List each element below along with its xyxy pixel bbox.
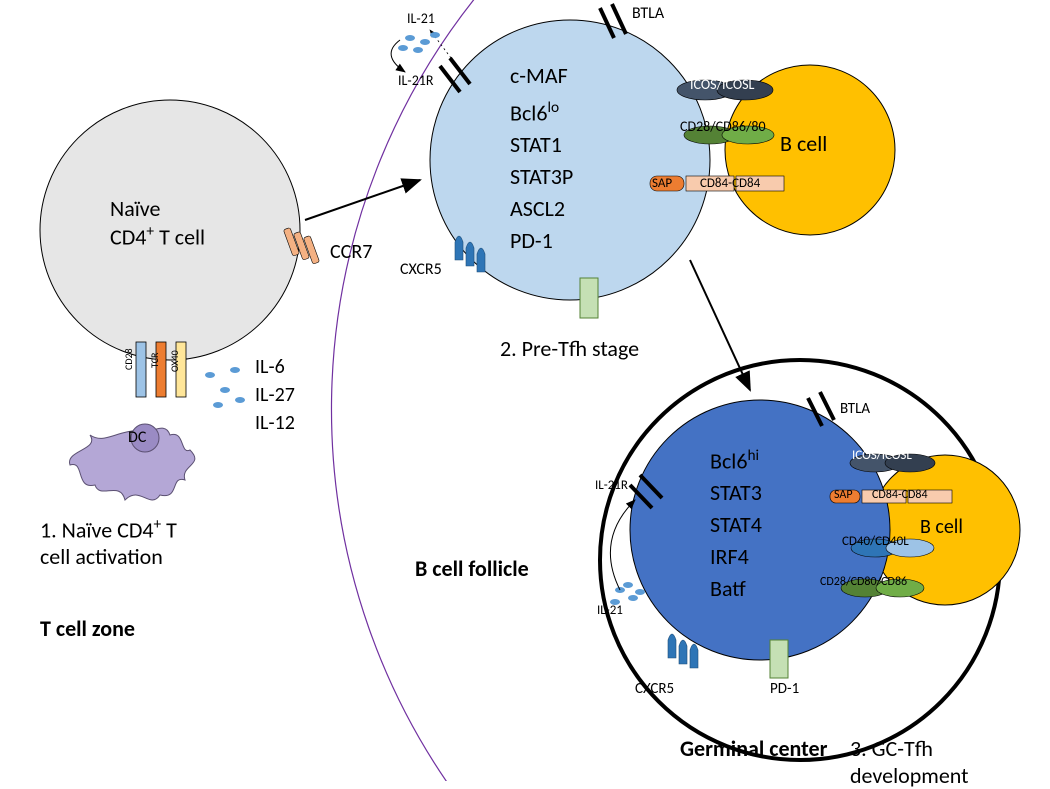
gc-sap-label: SAP <box>834 488 853 502</box>
pretfh-cd84-label: CD84-CD84 <box>700 176 760 191</box>
bcell-follicle-label: B cell follicle <box>415 555 529 582</box>
gc-cd40-label: CD40/CD40L <box>842 534 909 549</box>
gc-bcell-label: B cell <box>920 515 963 539</box>
pretfh-contents: c-MAF Bcl6lo STAT1 STAT3P ASCL2 PD-1 <box>510 60 573 257</box>
pretfh-bcell-label: B cell <box>780 130 827 157</box>
ox40-rotated-label: OX40 <box>168 350 181 372</box>
il6-label: IL-6 <box>255 355 285 379</box>
pretfh-il21-label: IL-21 <box>407 10 435 27</box>
pretfh-il21r-label: IL-21R <box>398 72 434 89</box>
gc-pd1-label: PD-1 <box>770 680 799 698</box>
il12-label: IL-12 <box>255 411 295 435</box>
stage2-label: 2. Pre-Tfh stage <box>500 335 639 362</box>
pretfh-btla-label: BTLA <box>632 4 664 23</box>
pretfh-icos-label: ICOS/ICOSL <box>690 76 754 93</box>
il27-label: IL-27 <box>255 383 295 407</box>
gc-il21-dots <box>610 582 645 605</box>
pretfh-cd28-label: CD28/CD86/80 <box>680 118 766 135</box>
diagram-stage: Naïve CD4+ T cell CCR7 CD28 TCR OX40 DC … <box>0 0 1050 781</box>
gc-il21r-label: IL-21R <box>595 478 628 493</box>
pretfh-il21-dots <box>398 32 440 53</box>
pretfh-il21-loop <box>391 40 405 72</box>
gc-pd1-icon <box>770 640 788 678</box>
gc-tfh-contents: Bcl6hi STAT3 STAT4 IRF4 Batf <box>710 440 762 605</box>
gc-icos-label: ICOS/ICOSL <box>852 448 912 463</box>
cd28-rotated-label: CD28 <box>122 348 135 370</box>
cytokine-dots-dc <box>205 367 245 408</box>
pretfh-pd1-icon <box>580 278 598 318</box>
gc-cxcr5-label: CXCR5 <box>635 680 674 698</box>
tcell-zone-label: T cell zone <box>40 615 135 642</box>
pretfh-cxcr5-label: CXCR5 <box>400 260 442 279</box>
arrow-naive-to-pretfh <box>305 180 420 220</box>
gc-il21-label: IL-21 <box>597 603 623 618</box>
ccr7-label: CCR7 <box>330 240 372 264</box>
gc-btla-label: BTLA <box>840 400 870 418</box>
pretfh-sap-label: SAP <box>652 176 672 191</box>
naive-tcell-label: Naïve CD4+ T cell <box>110 195 205 250</box>
dc-label: DC <box>128 428 146 447</box>
germinal-center-label: Germinal center <box>680 735 827 762</box>
stage1-label: 1. Naïve CD4+ Tcell activation <box>40 515 177 570</box>
gc-cd84-label: CD84-CD84 <box>872 488 928 502</box>
gc-cd28-label: CD28/CD80/CD86 <box>820 575 907 589</box>
arrow-pretfh-to-gc <box>690 260 750 390</box>
tcr-rotated-label: TCR <box>148 353 161 368</box>
